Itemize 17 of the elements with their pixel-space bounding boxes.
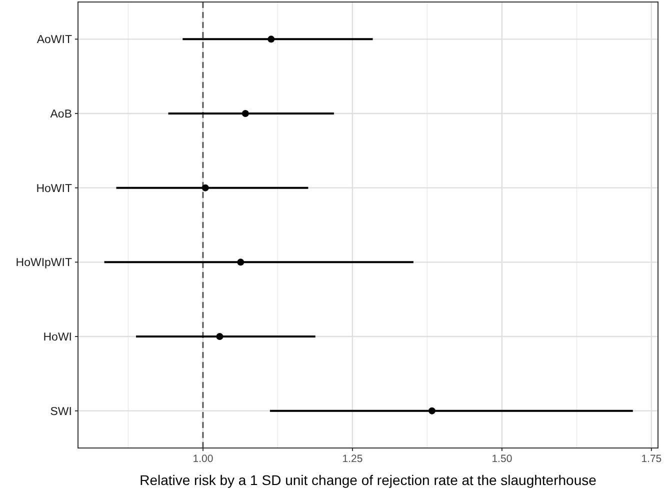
x-tick-label: 1.00 [192, 453, 214, 465]
y-tick-label: AoWIT [36, 34, 72, 46]
y-tick-label: HoWI [43, 332, 72, 344]
point [268, 36, 275, 43]
y-tick-label: AoB [50, 108, 72, 120]
y-tick-label: SWI [50, 406, 72, 418]
point [237, 258, 244, 266]
y-tick-label: HoWIpWIT [16, 257, 72, 270]
point [216, 333, 224, 340]
x-tick-label: 1.25 [342, 453, 363, 465]
point [242, 110, 249, 117]
point [428, 407, 436, 414]
x-axis-title: Relative risk by a 1 SD unit change of rejection rate at the slaughterhouse [140, 472, 597, 488]
y-tick-label: HoWIT [36, 182, 72, 195]
x-tick-label: 1.75 [641, 453, 662, 465]
point [202, 184, 209, 192]
x-tick-label: 1.50 [492, 453, 512, 465]
